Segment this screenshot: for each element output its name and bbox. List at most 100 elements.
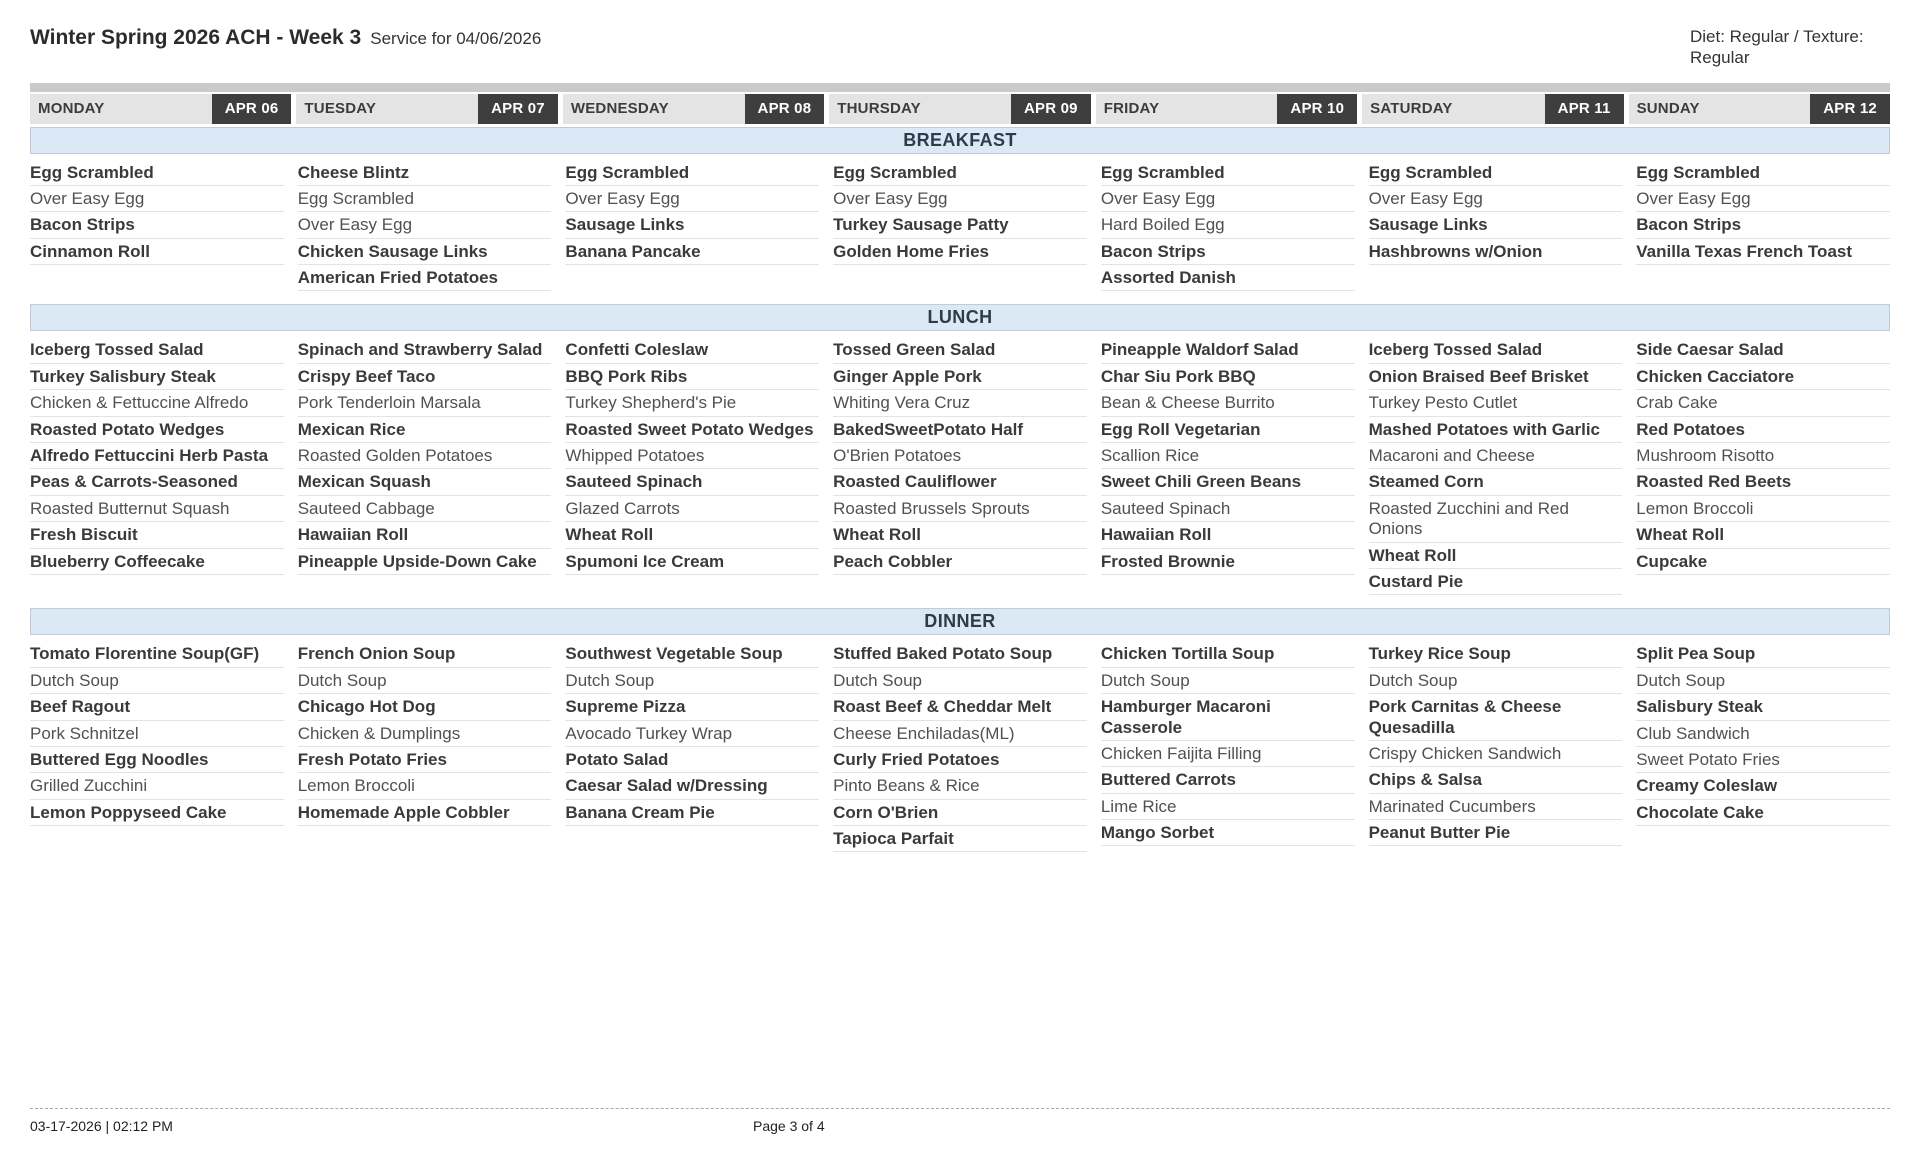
day-name: TUESDAY (304, 100, 377, 117)
meal-cell-lunch-friday: Pineapple Waldorf Salad Char Siu Pork BBQ… (1100, 337, 1355, 575)
menu-item: Homemade Apple Cobbler (297, 800, 552, 827)
meal-cell-lunch-saturday: Iceberg Tossed Salad Onion Braised Beef B… (1368, 337, 1623, 596)
menu-item: Custard Pie (1368, 569, 1623, 596)
menu-item: Caesar Salad w/Dressing (565, 773, 820, 800)
menu-item: Peas & Carrots-Seasoned (30, 469, 284, 496)
menu-item: Split Pea Soup (1636, 641, 1890, 668)
menu-item: Egg Scrambled (30, 160, 284, 186)
menu-item: Iceberg Tossed Salad (30, 337, 284, 364)
menu-item: Over Easy Egg (1368, 186, 1623, 213)
meal-cell-lunch-monday: Iceberg Tossed Salad Turkey Salisbury Ste… (30, 337, 284, 575)
day-name: FRIDAY (1103, 100, 1160, 117)
menu-item: Bacon Strips (1636, 212, 1890, 239)
menu-item: Lime Rice (1100, 794, 1355, 821)
menu-item: Dutch Soup (297, 668, 552, 695)
meal-grid-lunch: Iceberg Tossed Salad Turkey Salisbury Ste… (30, 331, 1890, 596)
menu-item: Mashed Potatoes with Garlic (1368, 417, 1623, 444)
menu-item: BBQ Pork Ribs (565, 364, 820, 391)
menu-item: Scallion Rice (1100, 443, 1355, 470)
menu-item: Chicken Tortilla Soup (1100, 641, 1355, 668)
meal-band-dinner: DINNER (30, 608, 1890, 636)
menu-item: Whipped Potatoes (565, 443, 820, 470)
menu-item: Chicago Hot Dog (297, 694, 552, 721)
menu-item: Turkey Salisbury Steak (30, 364, 284, 391)
menu-item: Over Easy Egg (1636, 186, 1890, 213)
menu-item: Mexican Rice (297, 417, 552, 444)
menu-item: Turkey Pesto Cutlet (1368, 390, 1623, 417)
menu-item: Salisbury Steak (1636, 694, 1890, 721)
menu-item: Chips & Salsa (1368, 767, 1623, 794)
menu-item: Pork Tenderloin Marsala (297, 390, 552, 417)
menu-item: Tossed Green Salad (833, 337, 1087, 364)
menu-item: Egg Scrambled (565, 160, 820, 186)
menu-item: Turkey Shepherd's Pie (565, 390, 820, 417)
day-header-sunday: SUNDAY APR 12 (1628, 93, 1890, 124)
page-number: Page 3 of 4 (753, 1118, 825, 1134)
menu-item: Cheese Blintz (297, 160, 552, 186)
menu-item: Dutch Soup (565, 668, 820, 695)
menu-item: Tapioca Parfait (833, 826, 1087, 853)
title-wrap: Winter Spring 2026 ACH - Week 3 Service … (30, 26, 541, 50)
day-date-badge: APR 08 (744, 93, 825, 124)
menu-item: Chocolate Cake (1636, 800, 1890, 827)
day-header-monday: MONDAY APR 06 (30, 93, 292, 124)
menu-item: Fresh Biscuit (30, 522, 284, 549)
day-header-row: MONDAY APR 06 TUESDAY APR 07 WEDNESDAY APR 08… (30, 93, 1890, 124)
page-header: Winter Spring 2026 ACH - Week 3 Service … (30, 26, 1890, 69)
menu-item: Avocado Turkey Wrap (565, 721, 820, 747)
meal-cell-dinner-wednesday: Southwest Vegetable Soup Dutch Soup Suprem… (565, 641, 820, 827)
menu-item: Spinach and Strawberry Salad (297, 337, 552, 364)
menu-item: Sauteed Spinach (1100, 496, 1355, 523)
menu-item: Dutch Soup (833, 668, 1087, 695)
menu-item: Hawaiian Roll (1100, 522, 1355, 549)
meal-sections: BREAKFAST Egg Scrambled Over Easy Egg Bacon… (30, 126, 1890, 853)
menu-item: Over Easy Egg (297, 212, 552, 239)
meal-band-breakfast: BREAKFAST (30, 126, 1890, 154)
day-date-badge: APR 12 (1810, 93, 1890, 124)
menu-item: Chicken Faijita Filling (1100, 741, 1355, 768)
menu-item: Roasted Butternut Squash (30, 496, 284, 523)
menu-item: Over Easy Egg (1100, 186, 1355, 213)
menu-item: Egg Scrambled (1636, 160, 1890, 186)
menu-item: Sausage Links (1368, 212, 1623, 239)
menu-item: Wheat Roll (1368, 543, 1623, 569)
day-date-badge: APR 06 (211, 93, 292, 124)
menu-item: Dutch Soup (1368, 668, 1623, 695)
menu-item: Hamburger Macaroni Casserole (1100, 694, 1355, 741)
meal-cell-breakfast-thursday: Egg Scrambled Over Easy Egg Turkey Sausage… (833, 160, 1087, 266)
page-title: Winter Spring 2026 ACH - Week 3 (30, 26, 362, 49)
menu-item: Hashbrowns w/Onion (1368, 239, 1623, 266)
meal-cell-dinner-saturday: Turkey Rice Soup Dutch Soup Pork Carnitas … (1368, 641, 1623, 847)
day-name: SUNDAY (1636, 100, 1700, 117)
menu-item: Golden Home Fries (833, 239, 1087, 266)
menu-item: Creamy Coleslaw (1636, 773, 1890, 800)
menu-item: Red Potatoes (1636, 417, 1890, 444)
day-header-friday: FRIDAY APR 10 (1095, 93, 1358, 124)
menu-item: Curly Fried Potatoes (833, 747, 1087, 774)
menu-item: Chicken Cacciatore (1636, 364, 1890, 391)
menu-item: Cinnamon Roll (30, 239, 284, 266)
menu-item: Lemon Poppyseed Cake (30, 800, 284, 827)
menu-item: Chicken Sausage Links (297, 239, 552, 266)
menu-item: Southwest Vegetable Soup (565, 641, 820, 668)
menu-item: Hard Boiled Egg (1100, 212, 1355, 239)
meal-cell-breakfast-wednesday: Egg Scrambled Over Easy Egg Sausage Links B… (565, 160, 820, 266)
menu-item: Stuffed Baked Potato Soup (833, 641, 1087, 668)
menu-item: Supreme Pizza (565, 694, 820, 721)
menu-item: Frosted Brownie (1100, 549, 1355, 575)
meal-cell-breakfast-monday: Egg Scrambled Over Easy Egg Bacon Strips Ci… (30, 160, 284, 266)
menu-item: Sweet Potato Fries (1636, 747, 1890, 774)
menu-item: Egg Roll Vegetarian (1100, 417, 1355, 444)
menu-item: Dutch Soup (1636, 668, 1890, 695)
menu-item: Ginger Apple Pork (833, 364, 1087, 391)
menu-item: Crispy Chicken Sandwich (1368, 741, 1623, 768)
menu-item: Alfredo Fettuccini Herb Pasta (30, 443, 284, 470)
menu-item: Turkey Rice Soup (1368, 641, 1623, 668)
menu-item: Roasted Red Beets (1636, 469, 1890, 496)
menu-item: American Fried Potatoes (297, 265, 552, 292)
menu-item: Lemon Broccoli (297, 773, 552, 800)
menu-item: Wheat Roll (1636, 522, 1890, 549)
meal-cell-lunch-tuesday: Spinach and Strawberry Salad Crispy Beef … (297, 337, 552, 575)
meal-band-lunch: LUNCH (30, 304, 1890, 332)
menu-item: Hawaiian Roll (297, 522, 552, 549)
